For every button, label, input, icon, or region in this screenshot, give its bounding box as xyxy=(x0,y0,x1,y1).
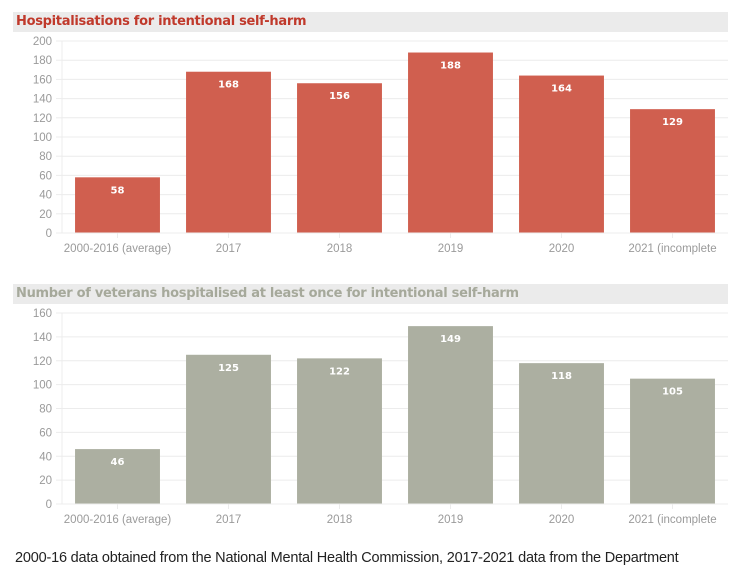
chart1-title-bar: Hospitalisations for intentional self-ha… xyxy=(13,12,728,32)
y-tick-label: 20 xyxy=(39,209,52,221)
y-tick-label: 40 xyxy=(39,451,52,463)
x-tick-label: 2019 xyxy=(438,514,464,526)
y-tick-label: 100 xyxy=(33,380,52,392)
data-label: 118 xyxy=(551,371,572,382)
bar-2020 xyxy=(519,363,604,504)
bar-2017 xyxy=(186,71,271,233)
y-tick-label: 80 xyxy=(39,404,52,416)
x-tick-label: 2017 xyxy=(216,243,242,255)
y-tick-label: 140 xyxy=(33,94,52,106)
y-tick-label: 20 xyxy=(39,475,52,487)
chart1-title: Hospitalisations for intentional self-ha… xyxy=(16,14,307,29)
data-label: 122 xyxy=(329,366,350,377)
chart2-title-bar: Number of veterans hospitalised at least… xyxy=(13,284,728,304)
x-tick-label: 2000-2016 (average) xyxy=(64,514,172,526)
y-tick-label: 100 xyxy=(33,132,52,144)
data-label: 105 xyxy=(662,387,683,398)
y-tick-label: 60 xyxy=(39,427,52,439)
y-tick-label: 0 xyxy=(46,499,52,511)
bar-2018 xyxy=(297,83,382,234)
bar-2000-2016-average- xyxy=(75,177,160,233)
bar-2019 xyxy=(408,52,493,233)
y-tick-label: 120 xyxy=(33,356,52,368)
bar-2017 xyxy=(186,354,271,504)
y-tick-label: 40 xyxy=(39,190,52,202)
data-label: 46 xyxy=(111,457,125,468)
x-tick-label: 2018 xyxy=(327,514,353,526)
y-tick-label: 140 xyxy=(33,332,52,344)
y-tick-label: 160 xyxy=(33,74,52,86)
bar-2021-incomplete xyxy=(630,378,715,504)
x-tick-label: 2019 xyxy=(438,243,464,255)
data-label: 164 xyxy=(551,84,572,95)
bar-2019 xyxy=(408,326,493,504)
y-tick-label: 120 xyxy=(33,113,52,125)
data-label: 168 xyxy=(218,80,239,91)
chart2-title: Number of veterans hospitalised at least… xyxy=(16,286,519,301)
y-tick-label: 180 xyxy=(33,55,52,67)
chart2-veterans-hospitalised: 0 20 40 60 80 100 120 140 160 46 2000-2016 (averag… xyxy=(33,308,728,526)
x-tick-label: 2020 xyxy=(549,514,575,526)
y-tick-label: 60 xyxy=(39,170,52,182)
x-tick-label: 2000-2016 (average) xyxy=(64,243,172,255)
y-tick-label: 80 xyxy=(39,151,52,163)
footnote: 2000-16 data obtained from the National … xyxy=(15,550,679,566)
data-label: 125 xyxy=(218,363,239,374)
bar-2021-incomplete xyxy=(630,109,715,233)
y-tick-label: 0 xyxy=(46,228,52,240)
x-tick-label: 2018 xyxy=(327,243,353,255)
x-tick-label: 2017 xyxy=(216,514,242,526)
data-label: 129 xyxy=(662,117,683,128)
data-label: 188 xyxy=(440,61,461,72)
data-label: 58 xyxy=(111,185,125,196)
data-label: 149 xyxy=(440,334,461,345)
x-tick-label: 2021 (incomplete xyxy=(628,243,716,255)
bar-2000-2016-average- xyxy=(75,449,160,504)
bar-2020 xyxy=(519,75,604,233)
x-tick-label: 2020 xyxy=(549,243,575,255)
data-label: 156 xyxy=(329,91,350,102)
bar-2018 xyxy=(297,358,382,504)
y-tick-label: 160 xyxy=(33,308,52,320)
y-tick-label: 200 xyxy=(33,36,52,48)
chart1-hospitalisations: 0 20 40 60 80 100 120 140 160 180 200 58 2000-2016 (… xyxy=(33,36,728,255)
x-tick-label: 2021 (incomplete xyxy=(628,514,716,526)
